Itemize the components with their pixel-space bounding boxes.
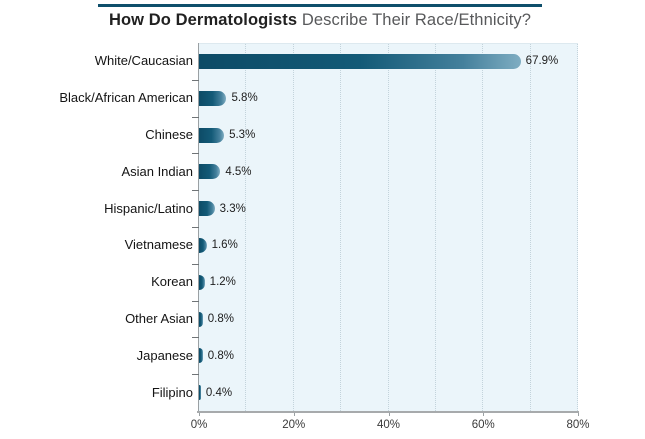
category-label: Asian Indian bbox=[121, 163, 193, 179]
category-label: Other Asian bbox=[125, 311, 193, 326]
bar bbox=[199, 127, 225, 143]
title-rule bbox=[98, 4, 542, 7]
gridline bbox=[434, 44, 436, 411]
gridline bbox=[387, 44, 389, 411]
bar bbox=[199, 311, 203, 327]
bar bbox=[199, 385, 201, 401]
x-axis-line bbox=[197, 411, 579, 413]
y-minor-tick bbox=[192, 80, 199, 81]
category-label: Japanese bbox=[136, 347, 193, 363]
gridline bbox=[482, 44, 484, 411]
x-axis-tick bbox=[389, 413, 390, 416]
category-label: Hispanic/Latino bbox=[104, 200, 193, 216]
bar-value-label: 5.3% bbox=[229, 129, 256, 141]
y-minor-tick bbox=[192, 227, 199, 228]
gridline bbox=[577, 44, 578, 411]
gridline bbox=[529, 44, 531, 411]
bar bbox=[199, 90, 227, 106]
bar-value-label: 0.8% bbox=[207, 313, 234, 325]
category-label: Vietnamese bbox=[124, 237, 193, 253]
bar-value-label: 4.5% bbox=[225, 165, 252, 178]
gridline bbox=[292, 44, 294, 411]
category-label: White/Caucasian bbox=[94, 53, 193, 69]
y-minor-tick bbox=[192, 117, 199, 118]
bar-value-label: 3.3% bbox=[219, 202, 246, 215]
category-label: Chinese bbox=[145, 127, 193, 142]
y-minor-tick bbox=[192, 337, 199, 338]
x-axis-tick bbox=[578, 413, 579, 416]
x-tick-label: 20% bbox=[282, 419, 306, 431]
bar bbox=[199, 348, 203, 364]
chart-title-bold: How Do Dermatologists bbox=[108, 11, 298, 29]
gridline bbox=[245, 44, 247, 411]
x-tick-label: 80% bbox=[566, 419, 590, 431]
x-axis-tick bbox=[483, 413, 484, 416]
bar-value-label: 0.8% bbox=[207, 349, 234, 362]
bar-value-label: 5.8% bbox=[231, 92, 258, 105]
plot-area bbox=[199, 43, 578, 411]
bar bbox=[199, 201, 215, 217]
bar-value-label: 1.6% bbox=[211, 239, 238, 252]
y-minor-tick bbox=[192, 264, 199, 265]
category-label: Korean bbox=[151, 274, 193, 290]
category-label: Black/African American bbox=[59, 90, 193, 106]
bar bbox=[199, 274, 205, 290]
x-tick-label: 60% bbox=[471, 419, 495, 431]
x-tick-label: 0% bbox=[190, 419, 208, 431]
x-axis-tick bbox=[199, 413, 200, 416]
y-minor-tick bbox=[192, 301, 199, 302]
bar bbox=[199, 237, 207, 253]
bar bbox=[199, 164, 221, 180]
x-axis-tick bbox=[294, 413, 295, 416]
chart-title: How Do Dermatologists Describe Their Rac… bbox=[78, 11, 562, 30]
gridline bbox=[340, 44, 342, 411]
y-minor-tick bbox=[192, 374, 199, 375]
chart-title-regular: Describe Their Race/Ethnicity? bbox=[301, 11, 532, 29]
bar bbox=[199, 53, 521, 69]
bar-value-label: 67.9% bbox=[525, 55, 559, 68]
bar-value-label: 1.2% bbox=[209, 276, 236, 289]
x-tick-label: 40% bbox=[376, 419, 401, 431]
y-minor-tick bbox=[192, 190, 199, 191]
category-label: Filipino bbox=[151, 384, 193, 400]
bar-value-label: 0.4% bbox=[205, 386, 233, 399]
y-minor-tick bbox=[192, 153, 199, 154]
